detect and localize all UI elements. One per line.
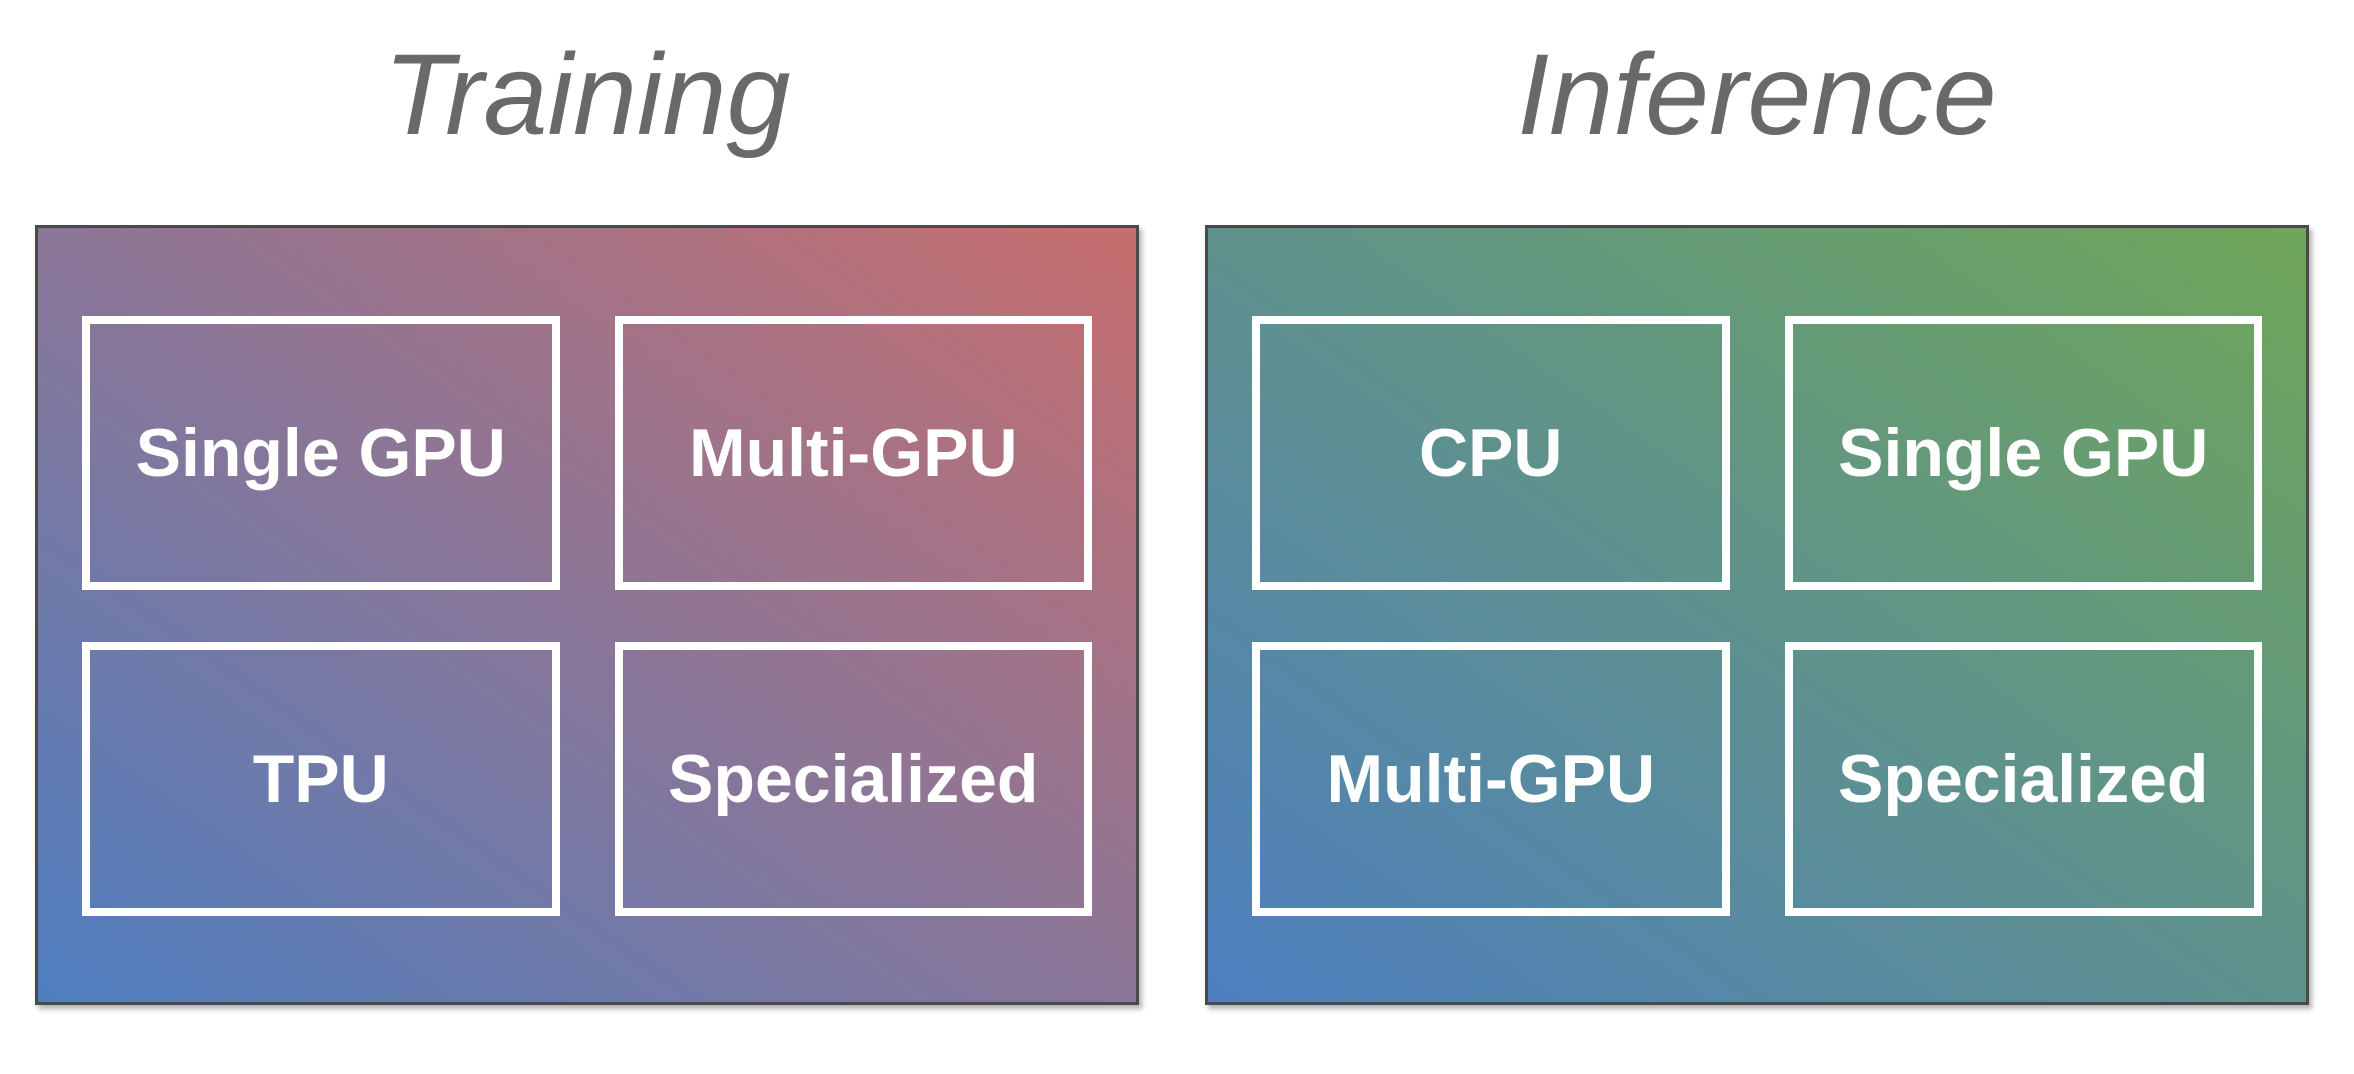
box-label: Single GPU	[135, 415, 506, 491]
box-inference-cpu: CPU	[1252, 316, 1730, 590]
box-inference-single-gpu: Single GPU	[1784, 316, 2262, 590]
box-label: CPU	[1418, 415, 1563, 491]
box-label: Specialized	[668, 741, 1039, 817]
box-inference-multi-gpu: Multi-GPU	[1252, 642, 1730, 916]
training-panel: Single GPU Multi-GPU TPU Specialized	[35, 225, 1139, 1005]
box-label: TPU	[252, 741, 389, 817]
box-training-single-gpu: Single GPU	[82, 316, 560, 590]
box-label: Single GPU	[1838, 415, 2209, 491]
inference-panel: CPU Single GPU Multi-GPU Specialized	[1205, 225, 2309, 1005]
box-training-specialized: Specialized	[614, 642, 1092, 916]
box-label: Specialized	[1838, 741, 2209, 817]
box-training-tpu: TPU	[82, 642, 560, 916]
inference-title: Inference	[1517, 31, 1997, 159]
box-inference-specialized: Specialized	[1784, 642, 2262, 916]
box-label: Multi-GPU	[688, 415, 1018, 491]
box-label: Multi-GPU	[1326, 741, 1656, 817]
training-title: Training	[383, 31, 791, 159]
box-training-multi-gpu: Multi-GPU	[614, 316, 1092, 590]
